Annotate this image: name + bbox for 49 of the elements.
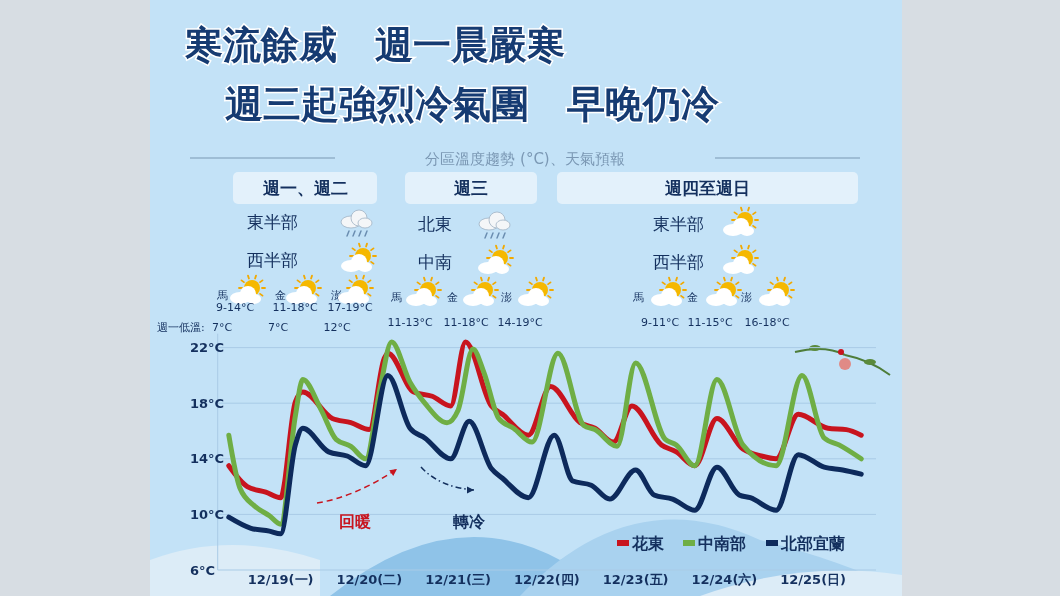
annotation: 7°C xyxy=(267,320,289,334)
legend-label: 中南部 xyxy=(698,533,746,553)
text: 週四至週日 xyxy=(664,177,750,198)
text: 週一低溫: xyxy=(157,320,205,334)
x-tick-label: 12/23(五) xyxy=(602,572,669,587)
text: 9-14°C xyxy=(215,300,255,314)
x-tick-label: 12/22(四) xyxy=(513,572,580,587)
y-tick-label: 18°C xyxy=(190,395,225,411)
text: 11-13°C xyxy=(387,315,433,329)
text: 16-18°C xyxy=(744,315,790,329)
text: 馬 xyxy=(389,290,402,304)
y-tick-label: 6°C xyxy=(190,562,216,578)
chart-title: 寒流餘威 週一晨嚴寒週三起強烈冷氣團 早晚仍冷 xyxy=(185,23,720,126)
x-tick-label: 12/25(日) xyxy=(780,572,847,587)
text: 11-15°C xyxy=(687,315,733,329)
y-tick-label: 22°C xyxy=(190,340,225,356)
x-tick-label: 12/20(二) xyxy=(336,572,403,587)
text: 11-18°C xyxy=(443,315,489,329)
text: 週一、週二 xyxy=(261,177,348,198)
text: 17-19°C xyxy=(327,300,373,314)
x-tick-label: 12/19(一) xyxy=(247,572,314,587)
text: 北東 xyxy=(418,213,452,234)
text: 中南 xyxy=(418,251,452,272)
text: 西半部 xyxy=(246,249,298,270)
legend-label: 北部宜蘭 xyxy=(780,533,845,553)
annotation: 7°C xyxy=(211,320,233,334)
text: 9-11°C xyxy=(640,315,680,329)
text: 馬 xyxy=(215,288,228,302)
text: 金 xyxy=(686,290,698,304)
text: 14-19°C xyxy=(497,315,543,329)
text: 馬 xyxy=(631,290,644,304)
x-tick-label: 12/21(三) xyxy=(425,572,491,587)
text: 金 xyxy=(446,290,458,304)
annotation: 轉冷 xyxy=(452,511,486,531)
text: 金 xyxy=(274,288,286,302)
annotation: 12°C xyxy=(323,320,351,334)
legend-label: 花東 xyxy=(631,533,665,553)
y-tick-label: 14°C xyxy=(190,451,225,467)
text: 西半部 xyxy=(652,251,704,272)
text: 東半部 xyxy=(246,211,298,232)
text: 11-18°C xyxy=(272,300,318,314)
annotation: 回暖 xyxy=(339,511,371,531)
text: 東半部 xyxy=(652,213,704,234)
x-tick-label: 12/24(六) xyxy=(691,572,758,587)
text: 週三 xyxy=(453,177,488,198)
text: 澎 xyxy=(500,290,512,304)
text: 澎 xyxy=(740,290,752,304)
y-tick-label: 10°C xyxy=(190,506,225,522)
chart-subtitle: 分區溫度趨勢 (°C)、天氣預報 xyxy=(425,150,625,168)
